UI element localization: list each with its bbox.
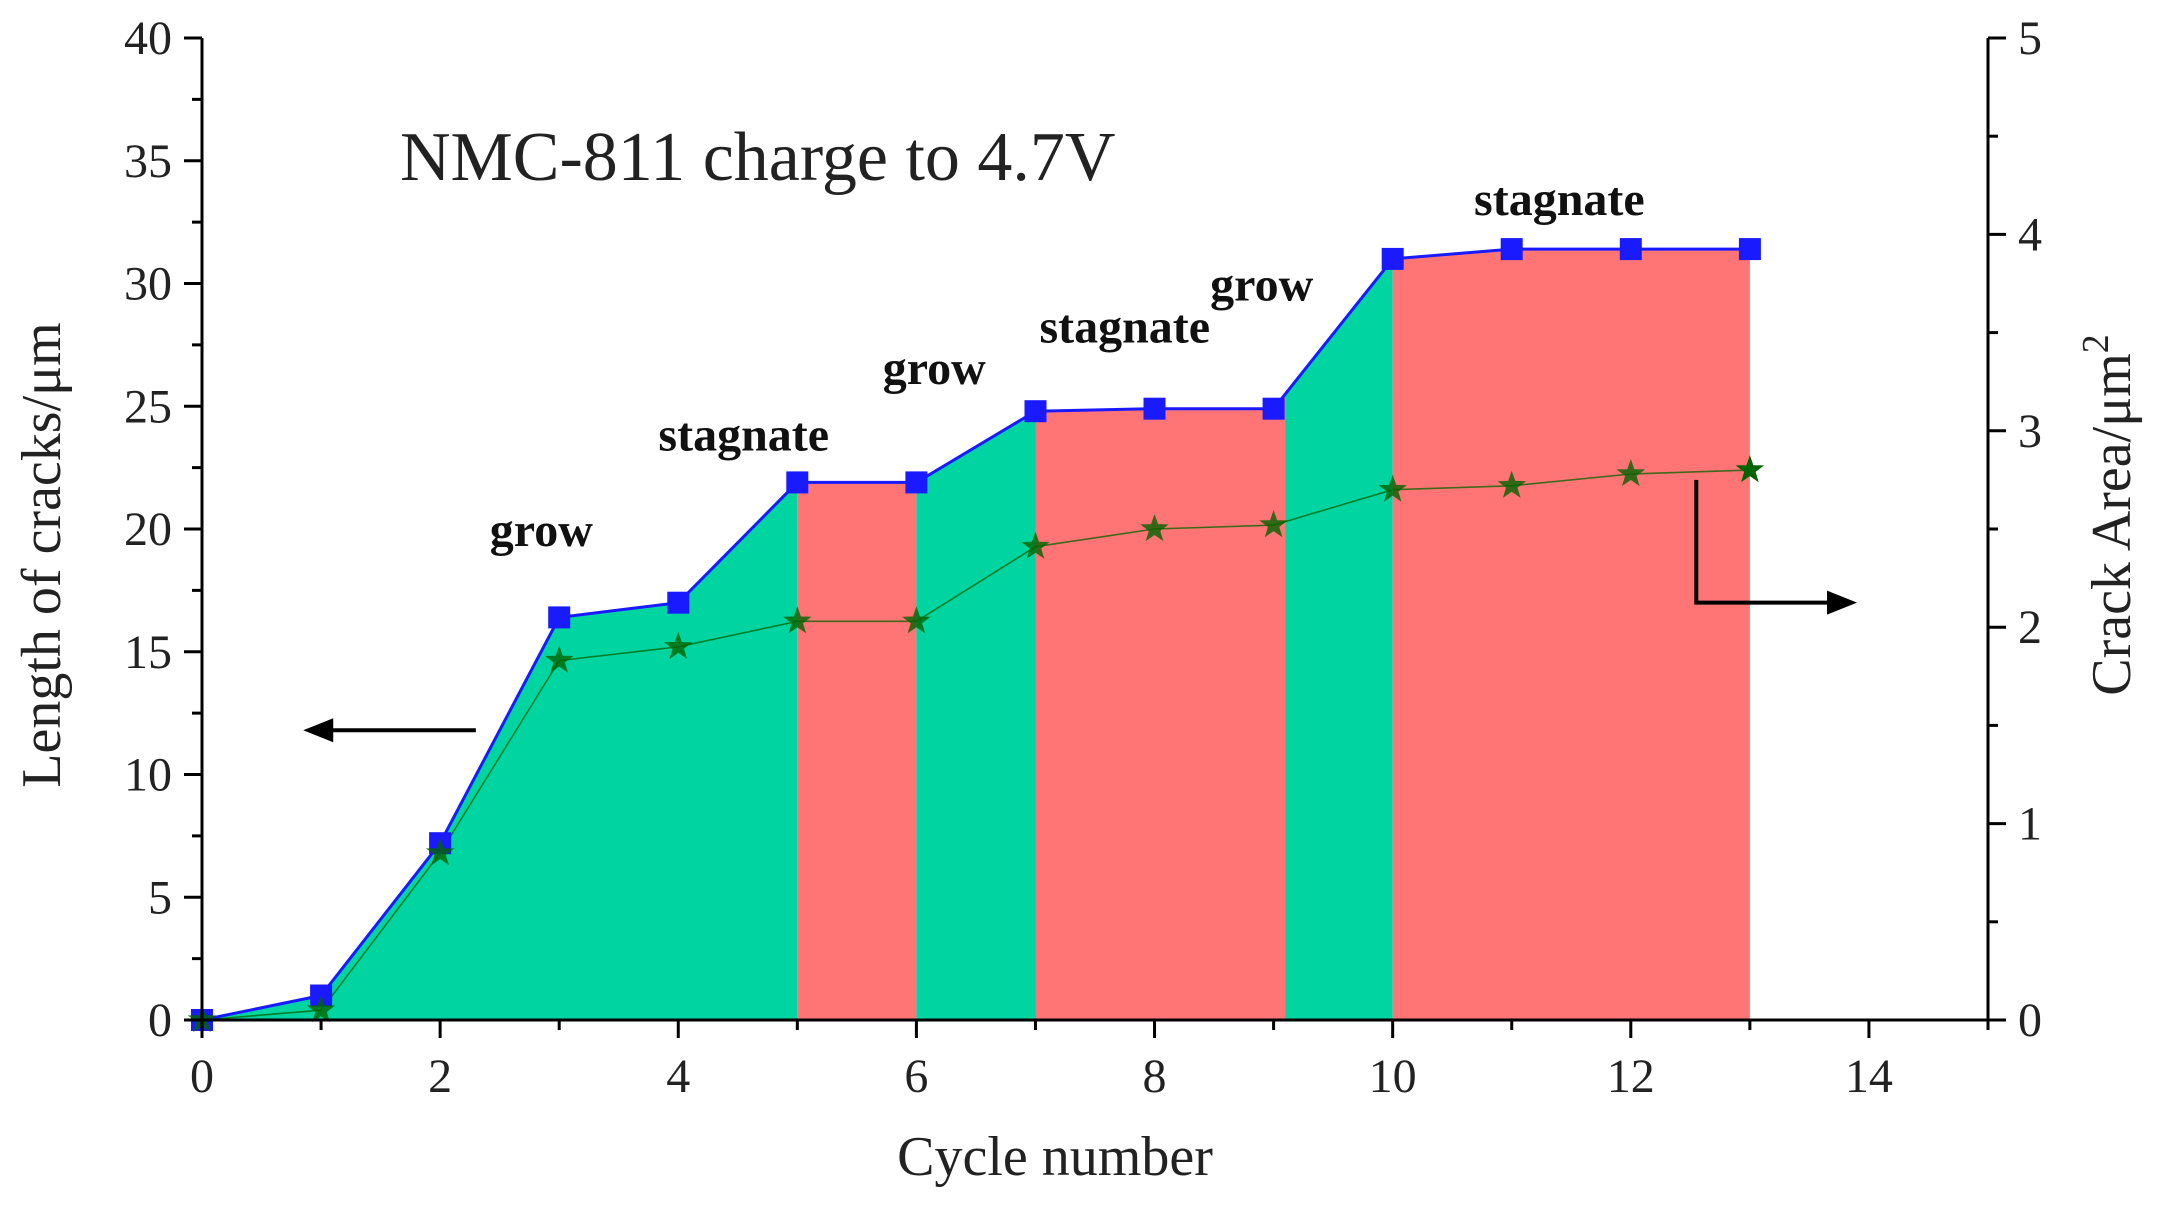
x-tick-label-0: 0 (190, 1050, 214, 1103)
y-left-tick-label-20: 20 (124, 503, 172, 556)
y-right-tick-label-0: 0 (2018, 994, 2042, 1047)
data-point-length-7 (1024, 400, 1047, 423)
y-left-tick-label-10: 10 (124, 749, 172, 802)
data-point-area-3 (544, 645, 574, 673)
annotation-grow-1: grow (490, 504, 593, 557)
series-lines (201, 247, 1750, 1022)
y-axis-right-label-sup: 2 (2075, 334, 2117, 353)
y-left-tick-label-15: 15 (124, 626, 172, 679)
x-tick-label-14: 14 (1845, 1050, 1893, 1103)
y-right-tick-label-3: 3 (2018, 405, 2042, 458)
annotation-stagnate-4: stagnate (1039, 300, 1210, 353)
data-point-length-3 (548, 606, 571, 629)
data-point-length-8 (1143, 397, 1166, 420)
series-line-crack-length (201, 247, 1750, 1022)
y-axis-right-label: Crack Area/μm2 (2075, 334, 2143, 696)
y-left-tick-label-5: 5 (148, 871, 172, 924)
y-right-tick-label-1: 1 (2018, 798, 2042, 851)
y-axis-right-label-base: Crack Area/μm (2081, 353, 2143, 696)
phase-region-stagnate-4 (1035, 393, 1286, 1020)
annotation-stagnate-2: stagnate (658, 408, 829, 461)
data-point-area-2 (425, 838, 455, 866)
y-left-tick-label-25: 25 (124, 380, 172, 433)
data-point-area-12 (1616, 459, 1646, 487)
phase-regions (202, 249, 1750, 1021)
x-tick-label-8: 8 (1143, 1050, 1167, 1103)
data-point-length-12 (1619, 238, 1642, 261)
right-arrow-head-icon (1827, 590, 1858, 615)
phase-region-grow-1 (202, 482, 798, 1020)
x-tick-label-6: 6 (904, 1050, 928, 1103)
y-left-tick-label-0: 0 (148, 994, 172, 1047)
data-point-area-9 (1259, 510, 1288, 538)
series-markers (187, 238, 1765, 1033)
annotation-stagnate-6: stagnate (1474, 173, 1645, 226)
phase-region-stagnate-2 (797, 482, 917, 1020)
x-tick-label-2: 2 (428, 1050, 452, 1103)
y-right-tick-label-5: 5 (2018, 12, 2042, 65)
data-point-area-13 (1735, 455, 1765, 483)
chart-title: NMC-811 charge to 4.7V (400, 119, 1115, 196)
data-point-area-1 (306, 995, 336, 1023)
y-left-tick-label-40: 40 (124, 12, 172, 65)
annotation-grow-5: grow (1210, 259, 1313, 312)
data-point-length-6 (905, 471, 928, 494)
right-arrow-shaft (1694, 479, 1834, 605)
y-right-tick-label-2: 2 (2018, 601, 2042, 654)
data-point-length-5 (786, 471, 809, 494)
data-point-area-4 (664, 631, 693, 659)
x-tick-label-4: 4 (666, 1050, 690, 1103)
data-point-area-8 (1140, 514, 1169, 542)
data-point-length-10 (1381, 247, 1404, 270)
left-arrow-head-icon (303, 718, 334, 743)
data-point-area-11 (1497, 470, 1526, 498)
data-point-length-9 (1262, 397, 1285, 420)
data-point-area-7 (1021, 531, 1050, 559)
data-point-length-13 (1738, 238, 1761, 261)
data-point-length-11 (1500, 238, 1523, 261)
annotation-grow-3: grow (883, 342, 986, 395)
x-tick-label-10: 10 (1369, 1050, 1417, 1103)
y-left-tick-label-35: 35 (124, 135, 172, 188)
tick-marks (184, 36, 2006, 1038)
x-tick-label-12: 12 (1607, 1050, 1655, 1103)
phase-region-grow-3 (916, 411, 1036, 1020)
data-point-area-5 (783, 606, 812, 634)
x-axis-label: Cycle number (897, 1126, 1213, 1188)
phase-region-grow-5 (1285, 258, 1393, 1020)
data-point-area-10 (1378, 474, 1407, 502)
data-point-length-4 (667, 591, 690, 614)
y-left-tick-label-30: 30 (124, 258, 172, 311)
data-point-area-6 (902, 606, 931, 634)
y-right-tick-label-4: 4 (2018, 208, 2042, 261)
phase-region-stagnate-6 (1392, 249, 1750, 1021)
axis-arrows (303, 479, 1858, 743)
series-line-crack-area (201, 469, 1750, 1021)
y-axis-left-label: Length of cracks/μm (11, 322, 73, 787)
